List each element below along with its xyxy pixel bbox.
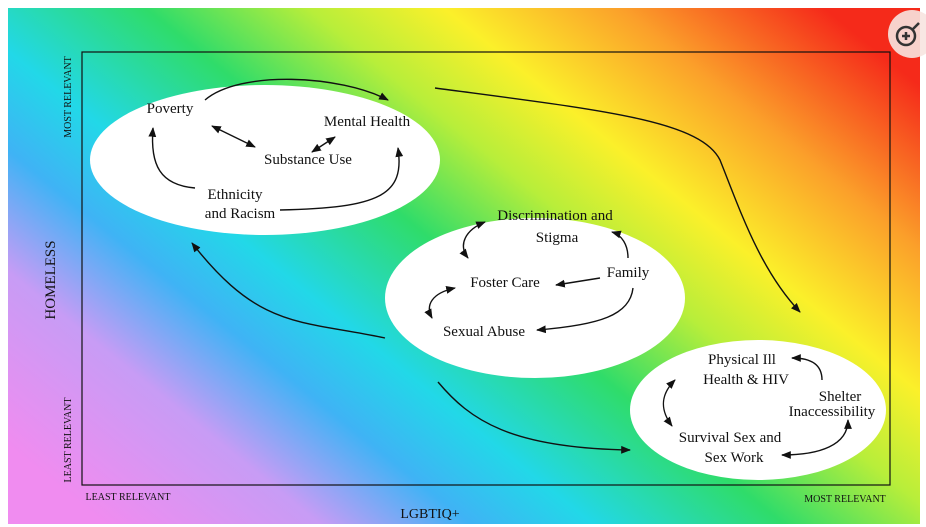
arrow bbox=[611, 230, 629, 259]
arrow bbox=[791, 354, 823, 381]
node-label: Ethnicity bbox=[208, 187, 263, 203]
node-label: Physical Ill bbox=[708, 352, 776, 368]
x-axis-label: LGBTIQ+ bbox=[400, 507, 459, 522]
arrow bbox=[662, 379, 676, 427]
arrow bbox=[434, 87, 801, 313]
node-label: Discrimination and bbox=[497, 208, 613, 224]
arrow bbox=[781, 419, 852, 459]
zoom-button[interactable] bbox=[888, 10, 926, 58]
x-right-label: MOST RELEVANT bbox=[804, 494, 886, 505]
node-label: Sexual Abuse bbox=[443, 324, 525, 340]
arrow bbox=[437, 381, 631, 454]
arrow bbox=[311, 136, 336, 153]
arrow bbox=[459, 221, 486, 259]
arrow bbox=[555, 277, 601, 288]
node-label: Stigma bbox=[536, 230, 579, 246]
frame bbox=[81, 51, 891, 486]
y-axis-label: HOMELESS bbox=[43, 240, 59, 319]
node-label: Family bbox=[607, 265, 650, 281]
node-label: Mental Health bbox=[324, 114, 411, 130]
node-label: Inaccessibility bbox=[789, 404, 876, 420]
zoom-icon bbox=[902, 22, 920, 40]
arrow bbox=[191, 242, 386, 339]
node-label: Poverty bbox=[147, 101, 194, 117]
node-label: Substance Use bbox=[264, 152, 352, 168]
y-bottom-label: LEAST RELEVANT bbox=[63, 398, 74, 483]
node-label: and Racism bbox=[205, 206, 276, 222]
arrows bbox=[148, 78, 852, 459]
arrow bbox=[204, 78, 389, 101]
y-top-label: MOST RELEVANT bbox=[63, 56, 74, 138]
node-label: Sex Work bbox=[705, 450, 764, 466]
arrow bbox=[211, 125, 256, 148]
x-left-label: LEAST RELEVANT bbox=[86, 492, 171, 503]
zoom-icon bbox=[895, 25, 917, 47]
node-label: Survival Sex and bbox=[679, 430, 782, 446]
arrow bbox=[536, 287, 634, 334]
node-label: Shelter bbox=[819, 389, 862, 405]
arrow bbox=[279, 147, 404, 211]
node-label: Health & HIV bbox=[703, 372, 789, 388]
node-label: Foster Care bbox=[470, 275, 540, 291]
cluster bbox=[90, 85, 440, 235]
arrow bbox=[424, 286, 456, 319]
arrow bbox=[148, 127, 196, 189]
